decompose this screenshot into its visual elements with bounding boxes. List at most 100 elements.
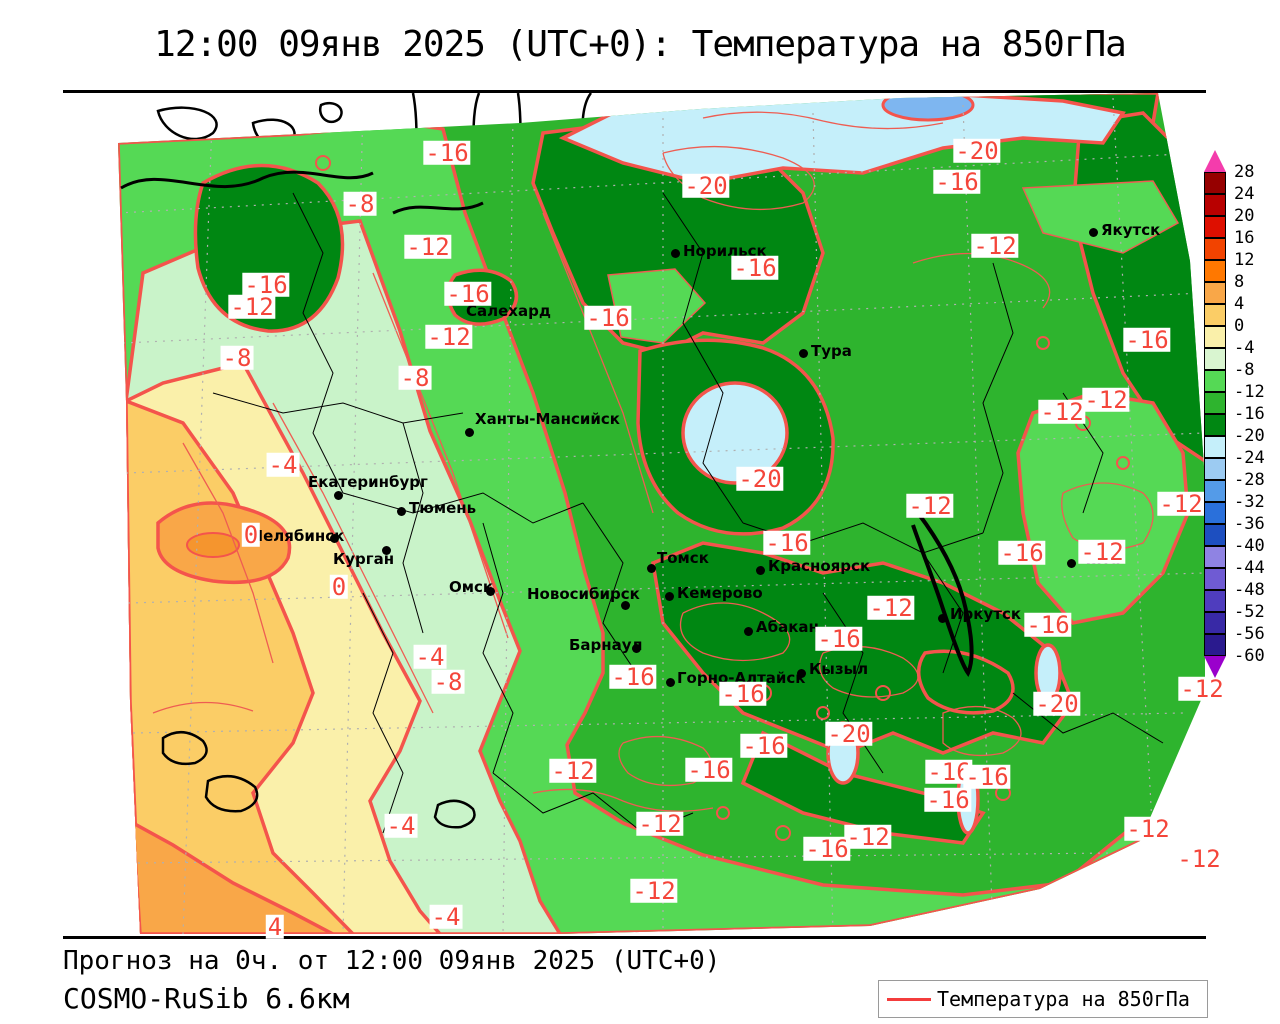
contour-label: -16 bbox=[685, 755, 733, 784]
city-dot bbox=[671, 249, 680, 258]
legend-label: Температура на 850гПа bbox=[937, 987, 1190, 1011]
contour-label: -12 bbox=[549, 756, 597, 785]
colorbar-cell bbox=[1204, 260, 1226, 282]
colorbar-cell bbox=[1204, 348, 1226, 370]
legend-box: Температура на 850гПа bbox=[878, 980, 1208, 1018]
colorbar-cell bbox=[1204, 414, 1226, 436]
colorbar-tick-label: -36 bbox=[1234, 514, 1265, 534]
map-title: 12:00 09янв 2025 (UTC+0): Температура на… bbox=[154, 24, 1127, 65]
contour-label: 0 bbox=[329, 572, 349, 601]
colorbar-tick-label: -56 bbox=[1234, 624, 1265, 644]
map-frame: Салехард Норильск Якутск Тура Ханты-Мансийск… bbox=[63, 90, 1226, 941]
city-dot bbox=[756, 566, 765, 575]
city-dot bbox=[1089, 228, 1098, 237]
colorbar-cell bbox=[1204, 502, 1226, 524]
contour-label: -16 bbox=[242, 270, 290, 299]
city-label: Екатеринбург bbox=[308, 473, 428, 491]
contour-label: -20 bbox=[825, 719, 873, 748]
colorbar-cell bbox=[1204, 392, 1226, 414]
contour-label: -12 bbox=[1157, 489, 1205, 518]
contour-label: -16 bbox=[584, 303, 632, 332]
city-dot bbox=[744, 627, 753, 636]
contour-label: -8 bbox=[220, 343, 254, 372]
city-label: Курган bbox=[333, 550, 395, 568]
city-dot bbox=[330, 534, 339, 543]
contour-label: -12 bbox=[636, 809, 684, 838]
colorbar-cell bbox=[1204, 436, 1226, 458]
minor-contours bbox=[152, 111, 1154, 812]
city-label: Салехард bbox=[466, 302, 551, 320]
contour-label: -12 bbox=[1124, 814, 1172, 843]
colorbar-cell bbox=[1204, 612, 1226, 634]
city-dot bbox=[1067, 559, 1076, 568]
contour-label: -12 bbox=[425, 322, 473, 351]
colorbar-tick-label: 20 bbox=[1234, 206, 1255, 226]
colorbar-cell bbox=[1204, 524, 1226, 546]
city-label: Кемерово bbox=[677, 584, 763, 602]
contour-label: -16 bbox=[444, 279, 492, 308]
contour-label: -20 bbox=[953, 136, 1001, 165]
colorbar-tick-label: -20 bbox=[1234, 426, 1265, 446]
contour-label: -12 bbox=[404, 232, 452, 261]
colorbar-tick-label: -8 bbox=[1234, 360, 1255, 380]
city-dot bbox=[665, 592, 674, 601]
contour-label: -4 bbox=[266, 450, 300, 479]
contour-label: 4 bbox=[265, 912, 285, 941]
forecast-caption: Прогноз на 0ч. от 12:00 09янв 2025 (UTC+… bbox=[63, 946, 721, 976]
city-label: Ханты-Мансийск bbox=[475, 410, 620, 428]
city-label: Тюмень bbox=[409, 499, 477, 517]
colorbar-tick-label: -4 bbox=[1234, 338, 1255, 358]
legend-line-sample bbox=[887, 997, 931, 1001]
contour-label: -20 bbox=[682, 171, 730, 200]
colorbar-arrow-top bbox=[1204, 150, 1226, 172]
colorbar-cell bbox=[1204, 238, 1226, 260]
city-label: Горно-Алтайск bbox=[677, 669, 806, 687]
contour-label: -16 bbox=[1123, 325, 1171, 354]
colorbar-cell bbox=[1204, 172, 1226, 194]
city-label: Абакан bbox=[756, 618, 819, 636]
colorbar-tick-label: -16 bbox=[1234, 404, 1265, 424]
contour-label: -4 bbox=[413, 642, 447, 671]
colorbar-cell bbox=[1204, 370, 1226, 392]
colorbar-cell bbox=[1204, 326, 1226, 348]
city-label: Кызыл bbox=[809, 660, 869, 678]
contour-label: -8 bbox=[431, 667, 465, 696]
contour-label: -12 bbox=[1078, 537, 1126, 566]
contour-label: -16 bbox=[924, 785, 972, 814]
contour-label: -16 bbox=[963, 762, 1011, 791]
contour-label: -16 bbox=[933, 167, 981, 196]
city-dot bbox=[647, 564, 656, 573]
city-dot bbox=[797, 669, 806, 678]
contour-label: -12 bbox=[844, 822, 892, 851]
colorbar-tick-label: 24 bbox=[1234, 184, 1255, 204]
coastline-and-lakes bbox=[120, 170, 974, 829]
colorbar-arrow-bottom bbox=[1204, 656, 1226, 678]
chita-warm-patch bbox=[1016, 391, 1190, 625]
city-label: Норильск bbox=[683, 242, 767, 260]
city-label: Барнаул bbox=[569, 636, 643, 654]
city-dot bbox=[621, 601, 630, 610]
contour-label: -12 bbox=[1175, 844, 1223, 873]
colorbar-cell bbox=[1204, 590, 1226, 612]
map-overlay: Салехард Норильск Якутск Тура Ханты-Мансийск… bbox=[63, 93, 1226, 941]
city-label: Иркутск bbox=[950, 605, 1022, 623]
model-caption: COSMO-RuSib 6.6км bbox=[63, 982, 350, 1015]
city-dot bbox=[486, 587, 495, 596]
city-dot bbox=[666, 678, 675, 687]
colorbar-cell bbox=[1204, 480, 1226, 502]
contour-label: -8 bbox=[398, 363, 432, 392]
contour-label: -12 bbox=[867, 593, 915, 622]
city-dot bbox=[465, 428, 474, 437]
colorbar-cell bbox=[1204, 282, 1226, 304]
city-dot bbox=[632, 644, 641, 653]
colorbar-cell bbox=[1204, 546, 1226, 568]
city-dot bbox=[334, 491, 343, 500]
colorbar-tick-label: 16 bbox=[1234, 228, 1255, 248]
colorbar-cell bbox=[1204, 194, 1226, 216]
contour-label: -16 bbox=[423, 138, 471, 167]
contour-label: -4 bbox=[384, 811, 418, 840]
colorbar-tick-label: -40 bbox=[1234, 536, 1265, 556]
city-dot bbox=[397, 507, 406, 516]
colorbar-cell bbox=[1204, 458, 1226, 480]
